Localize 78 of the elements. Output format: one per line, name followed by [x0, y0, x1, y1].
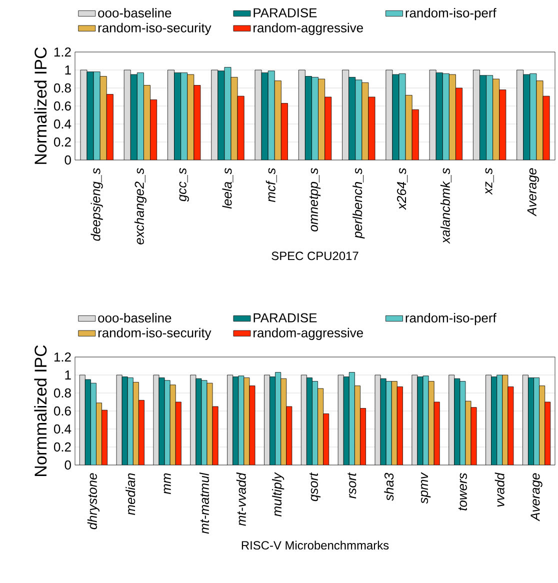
y-tick-label: 1.2 — [54, 352, 71, 362]
bar — [304, 76, 312, 160]
bar — [100, 76, 107, 160]
bar — [270, 376, 276, 466]
y-tick-label: 0.6 — [54, 101, 71, 111]
legend-label: ooo-baseline — [98, 8, 172, 18]
legend-label: random-iso-perf — [406, 313, 496, 326]
x-tick-label: rsort — [348, 472, 356, 498]
x-tick-label: x264_s — [396, 168, 408, 210]
bar — [436, 72, 443, 160]
y-tick-label: 1.2 — [54, 47, 71, 57]
legend-label: random-iso-security — [98, 328, 212, 340]
x-tick-label: qsort — [309, 472, 321, 502]
bar — [428, 381, 434, 466]
y-tick-label: 0.8 — [54, 83, 71, 93]
x-tick-label: multiply — [272, 472, 284, 516]
x-tick-label: sha3 — [384, 472, 394, 501]
x-tick-label: gcc_s — [179, 168, 189, 202]
y-tick-label: 0.2 — [54, 137, 71, 147]
x-tick-label: spmv — [420, 472, 431, 504]
bar — [492, 78, 500, 160]
bar — [232, 376, 239, 466]
y-tick-label: 1 — [65, 370, 71, 380]
bar — [362, 82, 369, 160]
x-tick-label: vvadd — [494, 472, 504, 507]
x-tick-label: exchange2_s — [134, 168, 146, 244]
bar — [391, 381, 398, 466]
bar — [491, 376, 498, 466]
x-tick-label: mt-vvadd — [236, 472, 246, 526]
bar — [218, 70, 225, 160]
y-tick-label: 0.8 — [54, 388, 71, 398]
legend-label: random-iso-security — [98, 22, 212, 35]
bar — [187, 74, 194, 160]
bar — [261, 72, 268, 160]
x-tick-label: mm — [164, 473, 171, 494]
x-tick-label: towers — [458, 473, 467, 510]
x-axis-title: RISC-V Microbenchmmarks — [242, 540, 389, 550]
bar — [448, 74, 456, 160]
legend-label: random-aggressive — [254, 328, 363, 340]
y-tick-label: 0.4 — [54, 424, 72, 434]
x-tick-label: leela_s — [222, 168, 234, 209]
x-tick-label: mt-matmul — [199, 472, 209, 534]
bar — [343, 376, 350, 466]
y-axis-title: Normmalized IPC — [34, 345, 47, 476]
bar — [122, 376, 128, 466]
y-axis-title: Normalized IPC — [34, 47, 47, 164]
x-tick-label: Average — [530, 473, 542, 522]
bar — [274, 80, 282, 160]
bar — [523, 74, 530, 160]
x-tick-label: Average — [527, 168, 539, 216]
legend-label: PARADISE — [254, 313, 317, 322]
bar — [348, 77, 356, 160]
x-tick-label: deepsjeng_s — [90, 168, 103, 241]
bar — [480, 75, 486, 160]
bar — [170, 384, 176, 466]
legend-label: random-aggressive — [254, 22, 363, 35]
y-tick-label: 0 — [64, 460, 71, 470]
x-tick-label: perlbench_s — [352, 168, 365, 239]
bar — [130, 74, 138, 160]
y-tick-label: 1 — [65, 66, 71, 74]
legend-label: random-iso-perf — [406, 8, 496, 20]
y-tick-label: 0.4 — [54, 119, 72, 129]
bar — [144, 85, 150, 160]
x-tick-label: mcf_s — [266, 168, 277, 202]
x-tick-label: omnetpp_s — [309, 168, 321, 232]
x-tick-label: dhrystone — [87, 473, 100, 530]
x-tick-label: xz_s — [485, 168, 494, 195]
x-tick-label: median — [126, 473, 136, 516]
y-tick-label: 0 — [64, 155, 71, 165]
y-tick-label: 0.6 — [54, 406, 71, 416]
legend-label: ooo-baseline — [98, 313, 172, 323]
bar — [318, 78, 326, 160]
y-tick-label: 0.2 — [54, 442, 71, 452]
legend-label: PARADISE — [254, 8, 317, 18]
bar — [405, 95, 412, 160]
bar — [174, 72, 182, 160]
x-tick-label: xalancbmk_s — [440, 168, 452, 244]
x-axis-title: SPEC CPU2017 — [272, 252, 358, 260]
